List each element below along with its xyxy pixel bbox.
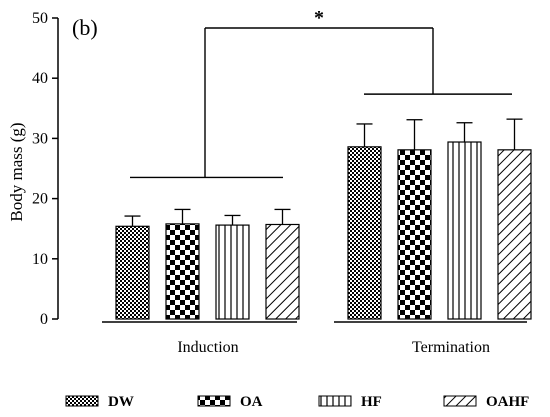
y-tick-label: 30 <box>32 130 48 147</box>
legend-swatch-oa <box>197 395 231 407</box>
group-label-induction: Induction <box>177 339 238 356</box>
y-tick-label: 10 <box>32 251 48 268</box>
legend-label-oahf: OAHF <box>486 394 529 410</box>
legend-label-oa: OA <box>240 394 263 410</box>
bar-oa-termination <box>397 149 432 320</box>
y-axis: 0 10 20 30 40 50 <box>32 10 59 328</box>
group-label-termination: Termination <box>412 339 490 356</box>
bar-oahf-termination <box>497 149 532 320</box>
annotations-layer: * <box>130 7 512 179</box>
bar-oahf-induction <box>265 223 300 320</box>
legend-swatch-oahf <box>443 395 477 407</box>
significance-star: * <box>314 7 324 29</box>
legend-swatch-hf <box>318 395 352 407</box>
bar-hf-termination <box>447 141 482 320</box>
bar-oa-induction <box>165 223 200 320</box>
legend-label-dw: DW <box>108 394 134 410</box>
y-axis-label: Body mass (g) <box>7 122 26 221</box>
legend-label-hf: HF <box>361 394 382 410</box>
y-tick-label: 40 <box>32 70 48 87</box>
legend-swatch-dw <box>65 395 99 407</box>
y-tick-label: 0 <box>40 311 48 328</box>
y-tick-label: 50 <box>32 10 48 27</box>
legend: DW OA HF OAHF <box>65 394 529 410</box>
bar-dw-termination <box>347 146 382 320</box>
bar-hf-induction <box>215 224 250 320</box>
y-tick-label: 20 <box>32 191 48 208</box>
panel-label: (b) <box>72 15 98 40</box>
bar-dw-induction <box>115 225 150 320</box>
bars-layer: Induction Termination <box>102 118 532 356</box>
